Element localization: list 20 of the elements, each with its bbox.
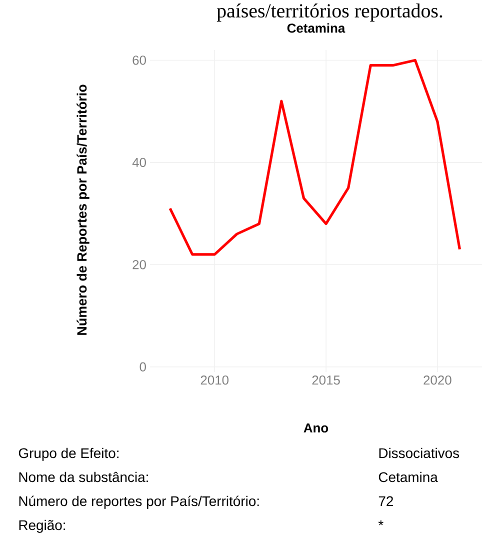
chart-title: Cetamina [287, 23, 346, 33]
line-series [168, 58, 462, 256]
x-tick-label: 2010 [200, 376, 229, 385]
x-tick-label: 2015 [312, 376, 340, 385]
text: Nome da substância: [19, 472, 148, 482]
y-tick-label: 20 [132, 260, 146, 270]
y-axis-title: Número de Reportes por País/Território [76, 84, 90, 335]
y-tick-label: 60 [132, 56, 146, 65]
text: Cetamina [378, 472, 438, 482]
text: países/territórios reportados. [216, 4, 442, 22]
x-tick-label: 2020 [424, 376, 452, 385]
text: * [378, 520, 384, 526]
text: Região: [19, 520, 65, 533]
text: Número de reportes por País/Território: [19, 496, 259, 509]
y-tick-label: 40 [132, 158, 146, 168]
text: Dissociativos [379, 448, 460, 458]
text: Grupo de Efeito: [18, 448, 118, 461]
x-axis-title: Ano [304, 423, 328, 433]
y-tick-label: 0 [140, 362, 146, 372]
text: 72 [378, 496, 394, 506]
